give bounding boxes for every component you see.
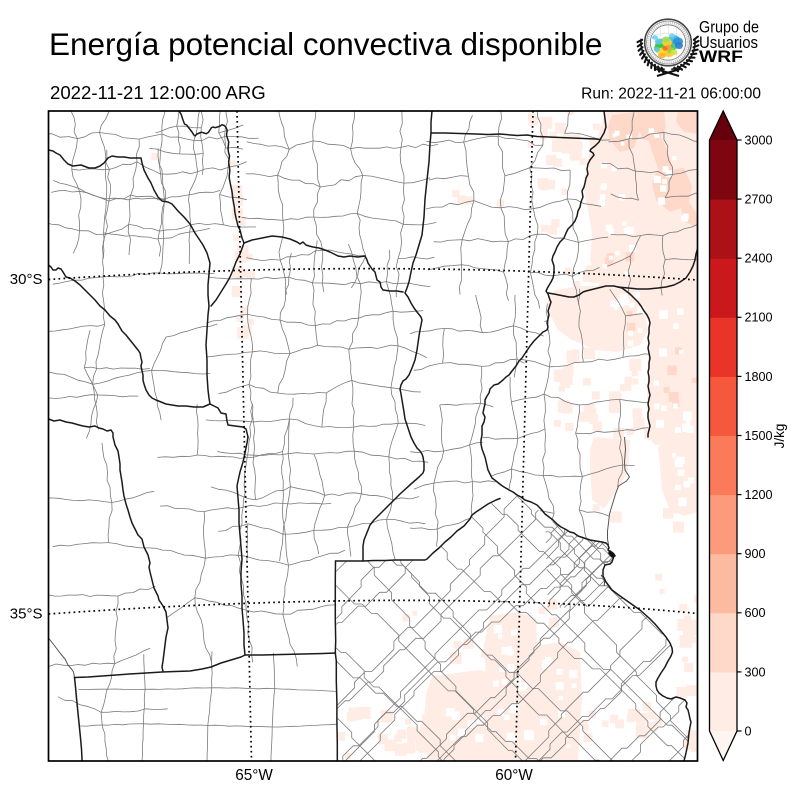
svg-text:900: 900: [745, 547, 766, 561]
svg-text:Energía potencial convectiva d: Energía potencial convectiva disponible: [49, 26, 602, 62]
svg-text:J/kg: J/kg: [772, 424, 787, 449]
svg-text:300: 300: [745, 665, 766, 679]
svg-text:2400: 2400: [745, 252, 773, 266]
svg-text:30°S: 30°S: [10, 271, 43, 288]
svg-text:1500: 1500: [745, 429, 773, 443]
svg-text:0: 0: [745, 724, 752, 738]
svg-text:35°S: 35°S: [10, 606, 43, 623]
svg-text:Grupo de: Grupo de: [699, 19, 759, 37]
svg-text:3000: 3000: [745, 133, 773, 147]
svg-text:2022-11-21 12:00:00 ARG: 2022-11-21 12:00:00 ARG: [50, 82, 266, 103]
svg-text:1800: 1800: [745, 370, 773, 384]
svg-text:2700: 2700: [745, 193, 773, 207]
svg-text:Run: 2022-11-21 06:00:00: Run: 2022-11-21 06:00:00: [581, 85, 761, 102]
svg-text:Usuarios: Usuarios: [699, 34, 758, 52]
svg-text:60°W: 60°W: [495, 767, 533, 784]
svg-text:WRF: WRF: [699, 48, 743, 66]
svg-text:2100: 2100: [745, 311, 773, 325]
svg-text:1200: 1200: [745, 488, 773, 502]
svg-text:600: 600: [745, 606, 766, 620]
svg-text:65°W: 65°W: [235, 767, 273, 784]
